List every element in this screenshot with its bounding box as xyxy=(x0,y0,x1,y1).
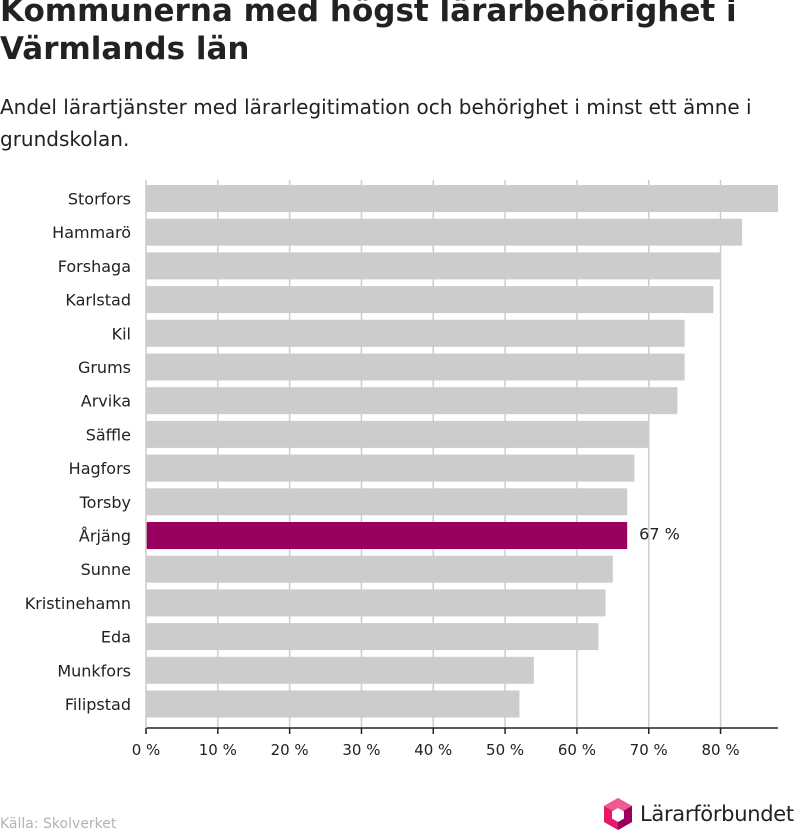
category-label: Eda xyxy=(101,628,131,647)
chart-title: Kommunerna med högst lärarbehörighet i V… xyxy=(0,0,737,67)
category-label: Sunne xyxy=(81,560,131,579)
bar xyxy=(146,656,534,684)
bar xyxy=(146,420,649,448)
bar xyxy=(146,387,678,415)
bar xyxy=(146,454,635,482)
bar xyxy=(146,623,599,651)
bar xyxy=(146,319,685,347)
category-label: Säffle xyxy=(86,425,131,444)
category-label: Grums xyxy=(78,358,131,377)
bar xyxy=(146,690,520,718)
category-label: Arvika xyxy=(81,392,131,411)
category-label: Torsby xyxy=(79,493,131,512)
bar xyxy=(146,589,606,617)
category-label: Hagfors xyxy=(69,459,131,478)
logo: Lärarförbundet xyxy=(602,796,794,832)
x-tick-label: 10 % xyxy=(199,741,237,759)
x-tick-label: 40 % xyxy=(414,741,452,759)
category-label: Filipstad xyxy=(65,695,131,714)
data-label: 67 % xyxy=(639,525,680,544)
bar xyxy=(146,286,714,314)
x-tick-label: 30 % xyxy=(342,741,380,759)
category-label: Storfors xyxy=(68,190,131,209)
x-tick-label: 20 % xyxy=(271,741,309,759)
logo-text: Lärarförbundet xyxy=(640,802,794,826)
category-label: Forshaga xyxy=(58,257,131,276)
bar xyxy=(146,353,685,381)
chart-subtitle: Andel lärartjänster med lärarlegitimatio… xyxy=(0,95,752,151)
category-label: Årjäng xyxy=(79,527,131,546)
bar xyxy=(146,252,721,280)
bar xyxy=(146,488,628,516)
lararforbundet-logo-icon xyxy=(604,798,632,830)
x-tick-label: 60 % xyxy=(558,741,596,759)
category-label: Kristinehamn xyxy=(25,594,131,613)
x-tick-label: 80 % xyxy=(701,741,739,759)
x-tick-label: 0 % xyxy=(132,741,161,759)
category-label: Karlstad xyxy=(65,291,131,310)
source-note: Källa: Skolverket xyxy=(0,816,117,832)
category-label: Hammarö xyxy=(52,223,131,242)
bar-chart: Storfors Hammarö Forshaga Karlstad Kil Grums A… xyxy=(25,180,778,759)
category-label: Munkfors xyxy=(57,661,131,680)
bar xyxy=(146,218,743,246)
x-tick-label: 50 % xyxy=(486,741,524,759)
x-tick-label: 70 % xyxy=(630,741,668,759)
bar xyxy=(146,522,628,549)
bar xyxy=(146,185,778,212)
bar xyxy=(146,555,613,583)
category-label: Kil xyxy=(112,324,131,343)
